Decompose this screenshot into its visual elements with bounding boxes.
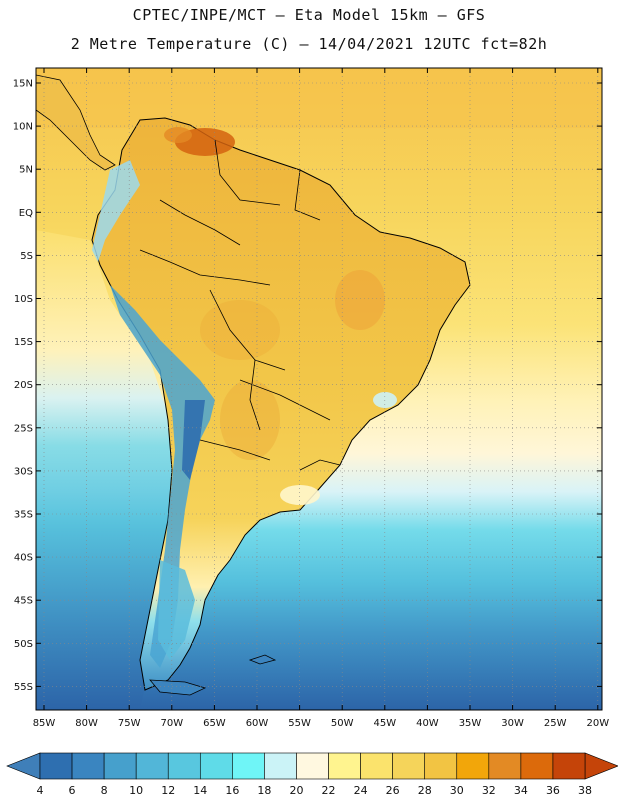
colorbar-label: 6 xyxy=(69,784,76,797)
lon-label: 65W xyxy=(203,718,226,729)
south-america-land xyxy=(91,117,471,691)
colorbar-swatch xyxy=(392,752,426,780)
lat-label: 5N xyxy=(19,165,33,176)
colorbar-label: 4 xyxy=(37,784,44,797)
colorbar-label: 18 xyxy=(257,784,271,797)
colorbar-swatch xyxy=(520,752,554,780)
colorbar-swatch xyxy=(103,752,137,780)
colorbar-swatch xyxy=(328,752,361,780)
interior-warm-patch xyxy=(200,300,280,360)
lat-label: 5S xyxy=(20,251,33,262)
lon-label: 40W xyxy=(416,718,439,729)
colorbar-swatch xyxy=(71,752,105,780)
lat-label: 20S xyxy=(14,380,33,391)
colorbar-label: 20 xyxy=(289,784,303,797)
colorbar-swatch xyxy=(135,752,169,780)
andes-north xyxy=(92,160,140,262)
lon-label: 20W xyxy=(586,718,609,729)
falkland-islands xyxy=(248,654,277,665)
lat-label: 35S xyxy=(14,510,33,521)
colorbar: 4 6 8 10 12 14 16 18 20 22 24 26 28 30 32 34 36 38 xyxy=(6,752,618,797)
colorbar-label: 14 xyxy=(193,784,207,797)
colorbar-label: 24 xyxy=(354,784,368,797)
colorbar-label: 28 xyxy=(418,784,432,797)
colorbar-swatch xyxy=(232,752,265,780)
colorbar-swatch xyxy=(167,752,201,780)
pacific-field xyxy=(36,230,180,710)
map-title-line1: CPTEC/INPE/MCT – Eta Model 15km – GFS xyxy=(132,6,486,24)
colorbar-label: 38 xyxy=(578,784,592,797)
colorbar-label: 10 xyxy=(129,784,143,797)
colorbar-label: 30 xyxy=(450,784,464,797)
interior-warm-patch xyxy=(220,380,280,460)
lat-label: 40S xyxy=(14,553,33,564)
colorbar-swatch xyxy=(552,752,586,780)
patagonia-cool xyxy=(158,560,195,660)
map-field xyxy=(36,68,602,710)
lon-label: 60W xyxy=(246,718,269,729)
uruguay-mild xyxy=(280,485,320,505)
lat-label: EQ xyxy=(19,208,33,219)
central-america-land xyxy=(36,74,116,171)
tierra-del-fuego xyxy=(149,679,207,696)
interior-warm-patch xyxy=(335,270,385,330)
colorbar-right-arrow xyxy=(584,752,618,780)
andes-central xyxy=(110,285,215,668)
lon-label: 35W xyxy=(459,718,482,729)
lon-label: 30W xyxy=(501,718,524,729)
colorbar-label: 12 xyxy=(161,784,175,797)
lat-label: 15N xyxy=(13,79,33,90)
caribbean-field xyxy=(36,68,602,128)
lon-label: 55W xyxy=(288,718,311,729)
colorbar-label: 22 xyxy=(322,784,336,797)
lat-label: 10N xyxy=(13,122,33,133)
lat-label: 55S xyxy=(14,682,33,693)
lon-label: 70W xyxy=(160,718,183,729)
colorbar-left-arrow xyxy=(6,752,41,780)
colorbar-label: 34 xyxy=(514,784,528,797)
map-title-line2: 2 Metre Temperature (C) – 14/04/2021 12U… xyxy=(70,35,548,53)
longitude-labels: 85W 80W 75W 70W 65W 60W 55W 50W 45W 40W 35W 30W 25W 2… xyxy=(33,68,609,729)
colorbar-label: 26 xyxy=(386,784,400,797)
lat-label: 10S xyxy=(14,294,33,305)
colorbar-swatch xyxy=(488,752,522,780)
map-frame xyxy=(35,67,603,711)
colorbar-swatch xyxy=(296,752,329,780)
latitude-labels: 15N 10N 5N EQ 5S 10S 15S 20S 25S 30S 35S 40S 45S 50S 5… xyxy=(13,79,602,693)
lat-label: 45S xyxy=(14,596,33,607)
lon-label: 25W xyxy=(544,718,567,729)
colorbar-swatch xyxy=(264,752,297,780)
lat-label: 25S xyxy=(14,423,33,434)
andes-cold-core xyxy=(182,400,205,480)
lon-label: 85W xyxy=(33,718,56,729)
lat-label: 15S xyxy=(14,337,33,348)
lon-label: 50W xyxy=(331,718,354,729)
colorbar-label: 8 xyxy=(101,784,108,797)
colorbar-label: 36 xyxy=(546,784,560,797)
colorbar-swatch xyxy=(39,752,73,780)
lon-label: 75W xyxy=(118,718,141,729)
lat-label: 50S xyxy=(14,639,33,650)
colorbar-swatch xyxy=(456,752,490,780)
colorbar-swatch xyxy=(360,752,393,780)
colorbar-label: 16 xyxy=(225,784,239,797)
lat-label: 30S xyxy=(14,466,33,477)
colorbar-label: 32 xyxy=(482,784,496,797)
colombia-warm-spot xyxy=(164,127,192,143)
lon-label: 45W xyxy=(373,718,396,729)
country-borders xyxy=(139,139,341,471)
lon-label: 80W xyxy=(75,718,98,729)
colorbar-swatch xyxy=(424,752,458,780)
colorbar-swatch xyxy=(199,752,233,780)
